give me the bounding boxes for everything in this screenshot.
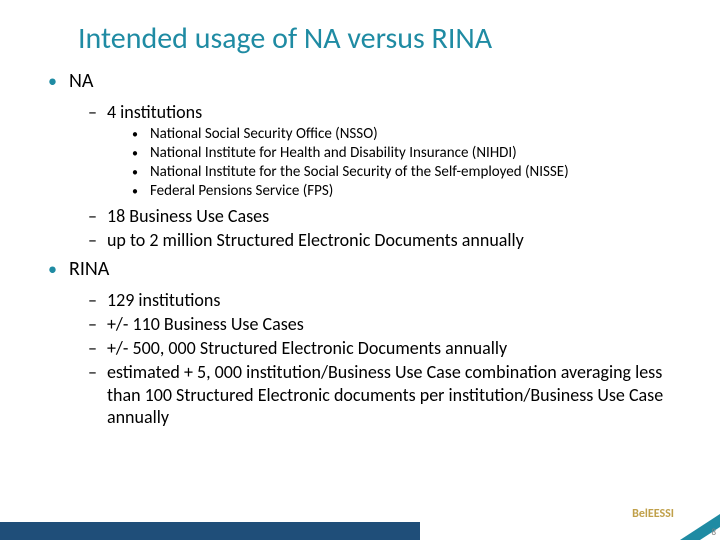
bullet-rina-item: – estimated + 5, 000 institution/Busines… [40,361,680,429]
rina-item-text: +/- 110 Business Use Cases [107,313,304,335]
na-usecases-text: 18 Business Use Cases [107,205,269,227]
dash-icon: – [88,337,97,359]
dash-icon: – [88,229,97,251]
dash-icon: – [88,101,97,123]
bullet-institution-item: • National Institute for the Social Secu… [40,163,680,181]
dot-icon: • [132,147,138,161]
institution-text: National Social Security Office (NSSO) [150,125,378,143]
dot-icon: • [132,166,138,180]
bullet-rina-item: – +/- 500, 000 Structured Electronic Doc… [40,337,680,359]
na-institutions-label: 4 institutions [107,101,202,123]
logo-beleessi: BelEESSI [632,509,674,520]
bullet-na-institutions-count: – 4 institutions [40,101,680,123]
na-label: NA [69,69,93,93]
rina-item-text: estimated + 5, 000 institution/Business … [107,361,680,429]
dash-icon: – [88,205,97,227]
bullet-rina-item: – +/- 110 Business Use Cases [40,313,680,335]
footer-bar [0,522,420,540]
dash-icon: – [88,361,97,383]
rina-label: RINA [69,257,109,281]
bullet-na: • NA [40,69,680,93]
bullet-rina: • RINA [40,257,680,281]
bullet-institution-item: • National Institute for Health and Disa… [40,144,680,162]
bullet-icon: • [48,260,57,278]
bullet-institution-item: • National Social Security Office (NSSO) [40,125,680,143]
na-docs-text: up to 2 million Structured Electronic Do… [107,229,524,251]
institution-text: Federal Pensions Service (FPS) [150,182,333,200]
slide-title: Intended usage of NA versus RINA [0,0,720,69]
slide-content: • NA – 4 institutions • National Social … [0,69,720,429]
bullet-na-docs: – up to 2 million Structured Electronic … [40,229,680,251]
institution-text: National Institute for Health and Disabi… [150,144,517,162]
bullet-icon: • [48,72,57,90]
dash-icon: – [88,313,97,335]
rina-item-text: +/- 500, 000 Structured Electronic Docum… [107,337,507,359]
logo-text: BelEESSI [632,507,674,521]
page-number: 8 [711,527,716,538]
dot-icon: • [132,128,138,142]
bullet-rina-item: – 129 institutions [40,289,680,311]
corner-triangle-inner [700,527,720,540]
dot-icon: • [132,185,138,199]
bullet-na-usecases: – 18 Business Use Cases [40,205,680,227]
institution-text: National Institute for the Social Securi… [150,163,569,181]
rina-item-text: 129 institutions [107,289,220,311]
bullet-institution-item: • Federal Pensions Service (FPS) [40,182,680,200]
dash-icon: – [88,289,97,311]
